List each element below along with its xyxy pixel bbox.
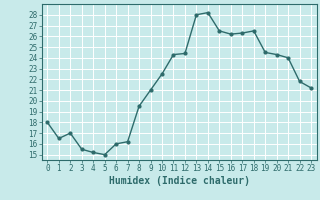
X-axis label: Humidex (Indice chaleur): Humidex (Indice chaleur) (109, 176, 250, 186)
